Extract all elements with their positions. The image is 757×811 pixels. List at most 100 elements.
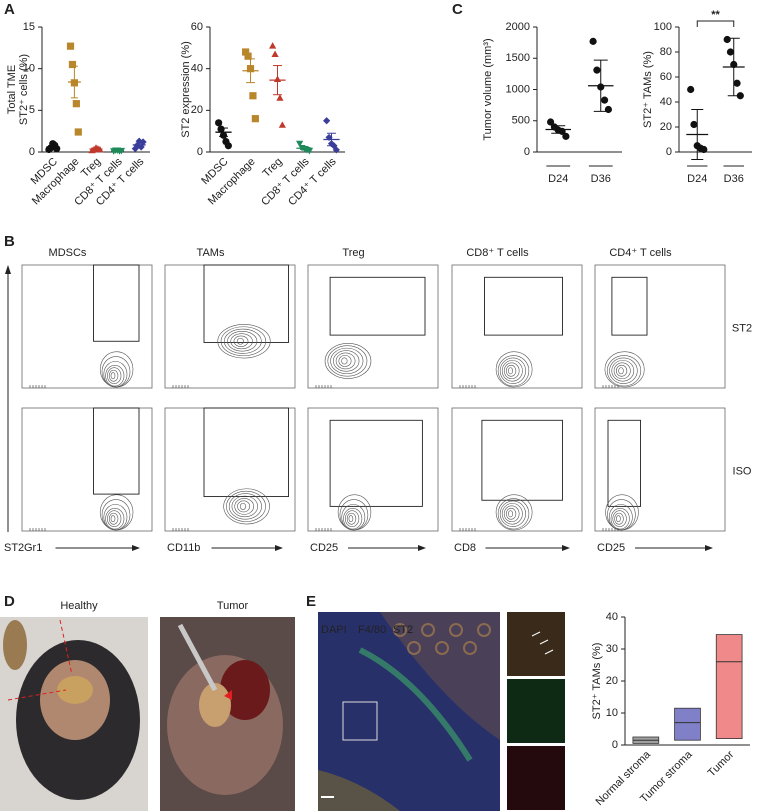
contour [234,498,255,515]
photo-title: Tumor [217,600,249,612]
contour [107,510,122,527]
data-point [723,35,731,44]
plot-frame [21,407,153,532]
data-point [332,146,340,154]
contour [606,355,642,387]
gate [611,276,648,336]
contour [614,512,624,525]
fibre [3,620,27,670]
contour [345,510,360,527]
panel-label: A [4,1,15,18]
contour [505,507,517,520]
roi-box [342,701,378,741]
data-point [733,79,741,87]
contour [507,367,513,375]
inset-arrow [539,639,549,645]
y-tick-label: 1000 [506,83,530,95]
y-tick-label: 0 [612,739,618,751]
y-tick-label: 0 [666,146,672,158]
data-point [589,37,597,45]
y-tick-label: 500 [512,115,530,127]
contour [110,515,116,523]
contour [108,512,119,525]
contour [611,360,635,382]
contour [223,328,262,354]
gate [203,407,289,498]
y-tick-label: 20 [606,675,618,687]
contour [610,508,630,530]
significance-label: ** [711,9,720,21]
contour [108,369,119,382]
row-label: ISO [733,465,752,477]
plot-frame [307,264,439,389]
contour [333,350,360,372]
gate [329,276,426,336]
contour [618,367,624,375]
flow-x-label: Gr1 [24,542,42,554]
contour [501,503,523,525]
arrowhead [418,545,426,551]
inset [507,612,565,676]
y-tick-label: 0 [29,146,35,158]
data-point [700,145,708,154]
intestine [57,676,93,704]
x-tick-label: CD4⁺ T cells [286,155,339,208]
contour [507,510,513,518]
data-point [74,128,82,136]
contour [343,508,363,530]
data-point [278,121,286,128]
data-point [593,66,601,74]
flow-x-label: CD11b [167,542,200,554]
gate [93,407,140,495]
contour [609,357,638,384]
plot-frame [451,407,583,532]
x-tick-label: D24 [548,173,568,185]
lower-layer [318,770,400,811]
crypt [477,623,491,637]
data-point [687,85,695,94]
tumor [199,683,231,727]
gate [203,264,289,343]
contour [497,498,530,530]
y-axis-label: ST2⁺ cells (%) [18,54,30,125]
contour [346,512,357,525]
y-tick-label: 60 [660,71,672,83]
contour [503,505,520,523]
contour [503,362,520,380]
channel-label: DAPI [321,624,347,636]
contour [223,488,270,525]
contour [341,357,348,365]
data-point [276,94,284,101]
y-axis-label: ST2⁺ TAMs (%) [591,643,603,720]
y-tick-label: 10 [23,63,35,75]
y-axis-label: Total TME [6,65,18,114]
contour [105,365,125,387]
contour [236,337,244,345]
contour [227,331,258,352]
contour [226,490,266,522]
significance-bracket [696,20,735,27]
crypt [393,623,407,637]
pointer [224,690,232,700]
data-point [736,92,744,100]
panel-label: E [306,593,316,610]
x-tick-label: Tumor [706,748,737,779]
contour [99,351,134,388]
forceps [177,623,218,692]
y-tick-label: 20 [191,104,203,116]
contour [220,326,267,357]
plot-frame [164,407,296,532]
y-tick-label: 1500 [506,52,530,64]
inset-arrow [531,631,541,637]
inset [507,746,565,810]
contour [348,515,354,523]
dash-guide [7,619,73,701]
crypt [449,623,463,637]
contour [335,352,356,370]
flow-y-label: ST2 [4,542,24,554]
gate [484,276,563,336]
panel-label: C [452,1,463,18]
flow-x-label: CD25 [310,542,338,554]
contour [330,347,364,375]
